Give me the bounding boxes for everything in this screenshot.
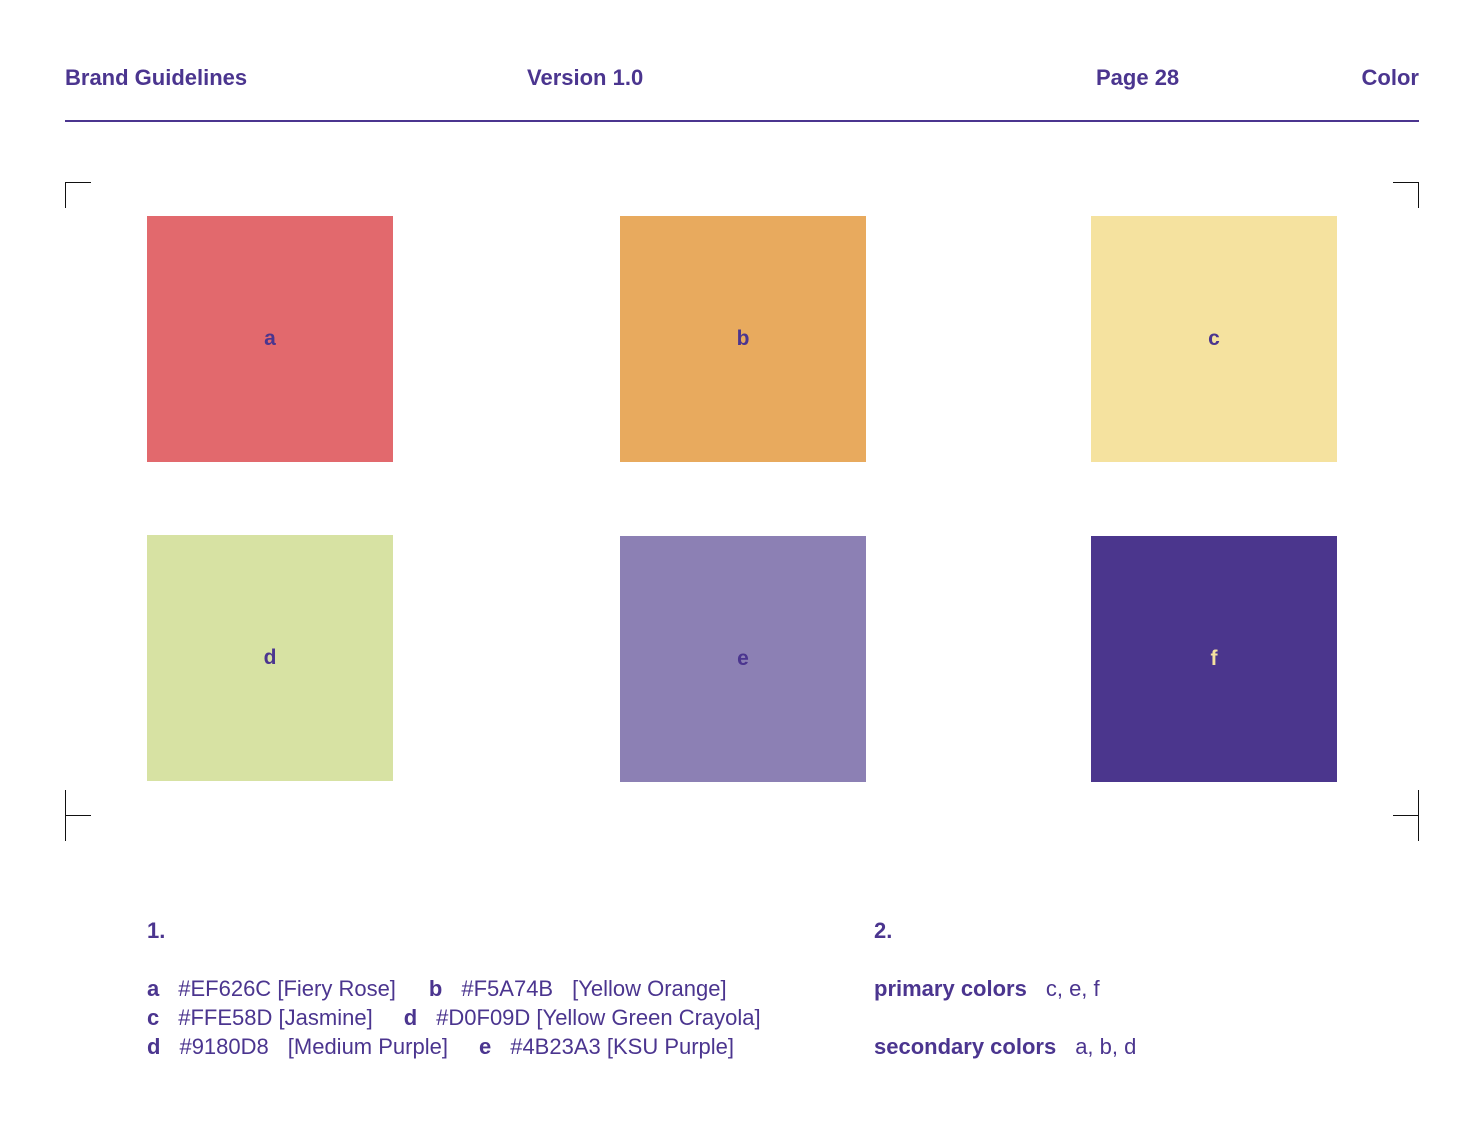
swatch-label: f [1210,647,1218,670]
legend-color-name: [Yellow Orange] [572,976,727,1001]
legend-letter: c [147,1005,160,1030]
primary-colors-value: c, e, f [1045,976,1100,1001]
swatch-c: c [1091,216,1337,462]
section-2-number: 2. [874,918,893,943]
legend-row: d #9180D8 [Medium Purple] e #4B23A3 [KSU Pur… [147,1034,734,1060]
primary-colors-row: primary colors c, e, f [874,976,1100,1002]
legend-hex: #F5A74B [461,976,554,1001]
swatch-f: f [1091,536,1337,782]
section-name: Color [1361,65,1419,90]
secondary-colors-value: a, b, d [1075,1034,1137,1059]
legend-color-name: [Medium Purple] [287,1034,448,1059]
legend-color-name: [Jasmine] [278,1005,373,1030]
swatch-label: e [737,647,749,670]
legend-color-name: [Yellow Green Crayola] [536,1005,761,1030]
swatch-label: a [264,327,276,350]
legend-letter: d [403,1005,418,1030]
swatch-d: d [147,535,393,781]
legend-hex: #EF626C [178,976,272,1001]
legend-letter: a [147,976,160,1001]
secondary-colors-label: secondary colors [874,1034,1057,1059]
legend-hex: #FFE58D [178,1005,273,1030]
legend-row: a #EF626C [Fiery Rose] b #F5A74B [Yellow Ora… [147,976,727,1002]
swatch-label: b [736,327,750,350]
section-1-number: 1. [147,918,166,943]
page-number: Page 28 [1096,65,1180,90]
swatch-label: d [263,646,277,669]
legend-hex: #9180D8 [179,1034,269,1059]
doc-version: Version 1.0 [527,65,644,90]
legend-color-name: [Fiery Rose] [277,976,396,1001]
header-rule [65,120,1419,122]
secondary-colors-row: secondary colors a, b, d [874,1034,1136,1060]
swatch-e: e [620,536,866,782]
primary-colors-label: primary colors [874,976,1027,1001]
legend-row: c #FFE58D [Jasmine] d #D0F09D [Yellow Green… [147,1005,761,1031]
legend-hex: #D0F09D [436,1005,531,1030]
legend-letter: e [478,1034,492,1059]
legend-hex: #4B23A3 [510,1034,601,1059]
doc-title: Brand Guidelines [65,65,248,90]
swatch-label: c [1208,327,1220,350]
legend-color-name: [KSU Purple] [606,1034,735,1059]
swatch-a: a [147,216,393,462]
swatch-b: b [620,216,866,462]
legend-letter: b [428,976,443,1001]
legend-letter: d [147,1034,161,1059]
